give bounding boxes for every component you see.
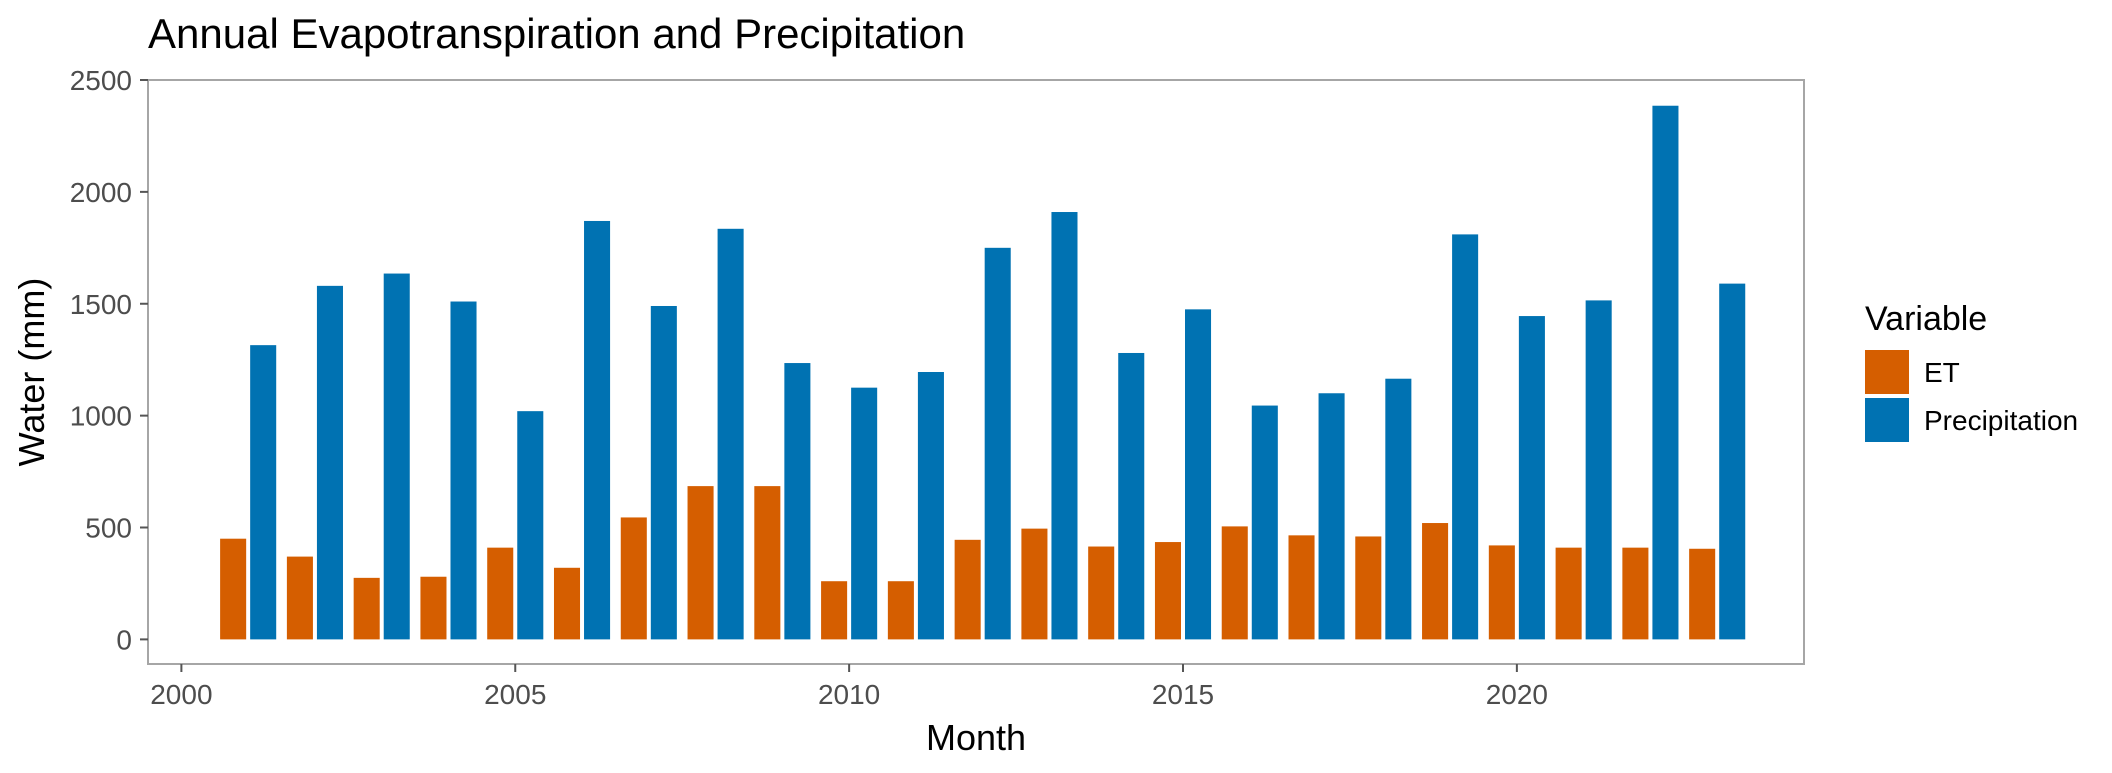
legend-label-et: ET — [1924, 357, 1960, 388]
bar-precipitation-2008 — [717, 228, 744, 640]
bar-et-2015 — [1154, 542, 1181, 640]
bar-precipitation-2004 — [450, 301, 477, 640]
bar-precipitation-2012 — [984, 247, 1011, 640]
legend-key-et — [1865, 350, 1909, 394]
bar-precipitation-2006 — [584, 220, 611, 640]
bar-precipitation-2010 — [851, 387, 878, 640]
y-axis: 0 500 1000 1500 2000 2500 — [70, 65, 148, 655]
bar-precipitation-2002 — [316, 285, 343, 640]
x-tick-label: 2015 — [1152, 679, 1214, 710]
bar-et-2004 — [420, 576, 447, 640]
bar-et-2023 — [1689, 548, 1716, 640]
chart-title: Annual Evapotranspiration and Precipitat… — [148, 10, 965, 57]
bar-precipitation-2001 — [250, 345, 277, 640]
bar-precipitation-2018 — [1385, 378, 1412, 640]
legend-key-precipitation — [1865, 398, 1909, 442]
bar-precipitation-2017 — [1318, 393, 1345, 640]
bar-et-2006 — [553, 567, 581, 640]
bar-et-2001 — [220, 538, 247, 640]
bar-precipitation-2013 — [1051, 212, 1078, 640]
x-tick-label: 2000 — [150, 679, 212, 710]
bar-precipitation-2022 — [1652, 105, 1679, 640]
x-tick-label: 2005 — [484, 679, 546, 710]
bar-precipitation-2003 — [383, 273, 410, 640]
bar-precipitation-2014 — [1118, 352, 1145, 640]
bar-et-2008 — [687, 486, 714, 640]
y-tick-label: 0 — [116, 624, 132, 655]
legend-title: Variable — [1865, 300, 1987, 338]
bar-precipitation-2016 — [1251, 405, 1278, 640]
bar-et-2011 — [887, 581, 914, 640]
bar-et-2007 — [620, 517, 647, 640]
bar-et-2003 — [353, 577, 380, 640]
legend-label-precipitation: Precipitation — [1924, 405, 2078, 436]
x-tick-label: 2010 — [818, 679, 880, 710]
bar-et-2014 — [1088, 546, 1115, 640]
y-tick-label: 2000 — [70, 177, 132, 208]
bar-precipitation-2005 — [517, 411, 544, 640]
bar-et-2017 — [1288, 535, 1315, 640]
bar-precipitation-2015 — [1185, 309, 1212, 640]
bar-et-2016 — [1221, 526, 1248, 640]
bars — [220, 105, 1746, 640]
y-tick-label: 1500 — [70, 289, 132, 320]
bar-precipitation-2021 — [1585, 300, 1612, 640]
bar-et-2010 — [821, 581, 848, 640]
bar-et-2012 — [954, 539, 981, 640]
bar-precipitation-2011 — [917, 372, 944, 640]
bar-et-2018 — [1355, 536, 1382, 640]
x-tick-label: 2020 — [1486, 679, 1548, 710]
y-tick-label: 1000 — [70, 401, 132, 432]
bar-et-2009 — [754, 486, 781, 640]
bar-precipitation-2007 — [650, 305, 677, 640]
y-axis-label: Water (mm) — [11, 278, 52, 467]
x-axis-label: Month — [926, 717, 1026, 758]
y-tick-label: 2500 — [70, 65, 132, 96]
bar-et-2019 — [1422, 523, 1449, 640]
bar-et-2013 — [1021, 528, 1048, 640]
bar-precipitation-2023 — [1719, 283, 1746, 640]
legend: Variable ET Precipitation — [1865, 300, 2078, 442]
bar-et-2002 — [286, 556, 313, 640]
bar-precipitation-2019 — [1452, 234, 1479, 640]
bar-et-2021 — [1555, 547, 1582, 640]
bar-et-2022 — [1622, 547, 1649, 640]
x-axis: 2000 2005 2010 2015 2020 — [150, 664, 1548, 710]
bar-precipitation-2020 — [1518, 316, 1545, 640]
bar-et-2005 — [487, 547, 514, 640]
bar-precipitation-2009 — [784, 363, 811, 640]
y-tick-label: 500 — [85, 513, 132, 544]
bar-et-2020 — [1488, 545, 1515, 640]
